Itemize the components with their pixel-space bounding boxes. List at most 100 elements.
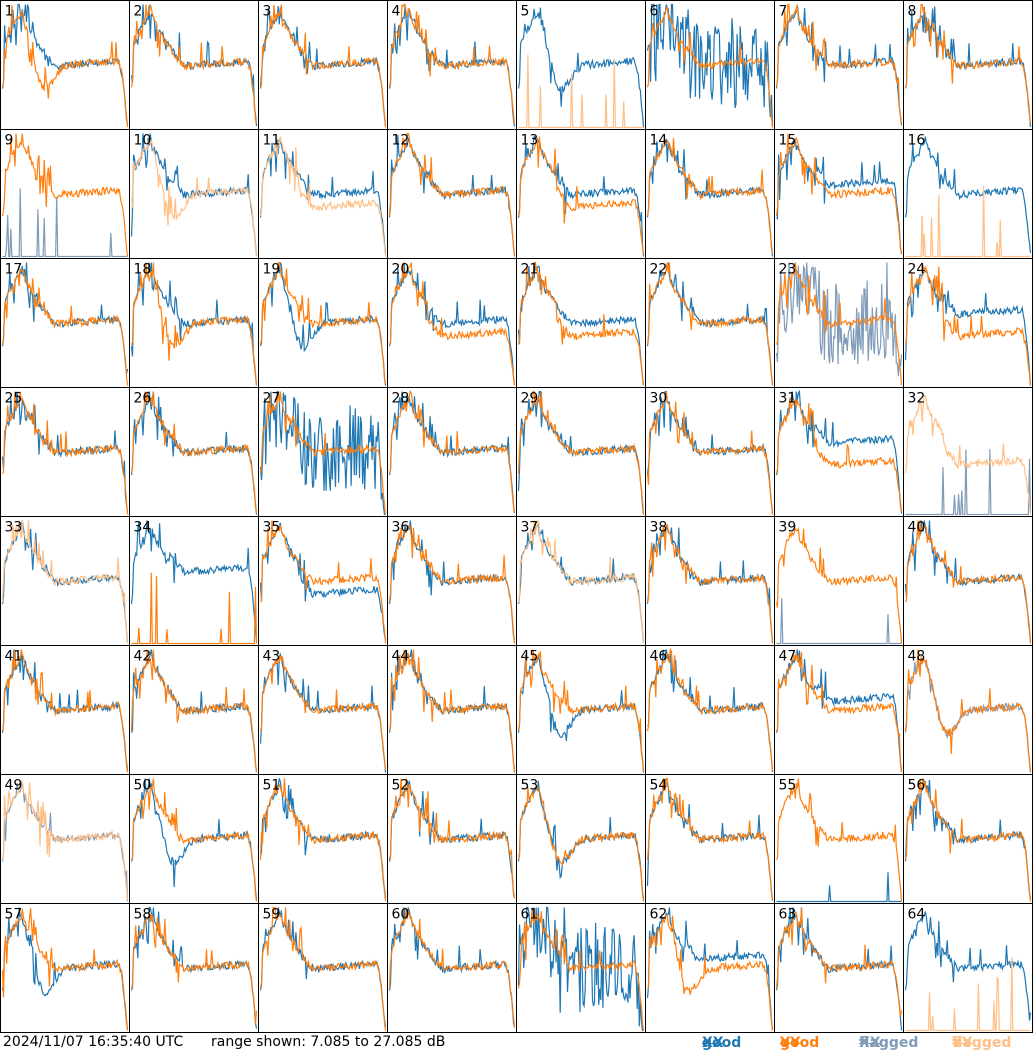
series-xx-panel-34 [130, 520, 258, 641]
series-xx-panel-15 [776, 138, 903, 255]
panel-label: 45 [521, 649, 539, 665]
panel-56: 56 [903, 774, 1033, 904]
series-yy-panel-30 [646, 391, 774, 515]
range-label: range shown: 7.085 to 27.085 dB [211, 1034, 446, 1050]
series-xx-panel-27 [259, 390, 386, 516]
panel-label: 48 [908, 649, 926, 665]
series-yy-panel-33 [1, 520, 129, 644]
panel-label: 28 [392, 391, 410, 407]
series-xx-panel-16 [904, 136, 1032, 254]
panel-52: 52 [387, 774, 517, 904]
footer-bar: 2024/11/07 16:35:40 UTC range shown: 7.0… [3, 1034, 1017, 1051]
series-xx-panel-47 [775, 649, 903, 771]
panel-26: 26 [129, 387, 259, 517]
series-yy-panel-26 [130, 391, 258, 514]
panel-label: 61 [521, 907, 539, 923]
series-xx-panel-20 [388, 262, 516, 384]
panel-label: 24 [908, 262, 926, 278]
panel-label: 33 [5, 520, 23, 536]
series-yy-panel-23 [775, 262, 903, 386]
panel-frame [0, 129, 130, 259]
panel-label: 64 [908, 907, 926, 923]
series-yy-panel-10 [130, 139, 258, 257]
panel-label: 40 [908, 520, 926, 536]
panel-label: 47 [779, 649, 797, 665]
panel-frame [258, 129, 388, 259]
panel-frame [903, 516, 1033, 646]
panel-label: 58 [134, 907, 152, 923]
series-yy-panel-40 [904, 520, 1032, 644]
series-yy-panel-54 [646, 777, 774, 901]
panel-32: 32 [903, 387, 1033, 517]
panel-label: 21 [521, 262, 539, 278]
panel-label: 34 [134, 520, 152, 536]
series-xx-panel-10 [130, 133, 258, 257]
panel-24: 24 [903, 258, 1033, 388]
panel-label: 18 [134, 262, 152, 278]
panel-label: 13 [521, 133, 539, 149]
panel-label: 36 [392, 520, 410, 536]
series-yy-panel-61 [517, 909, 645, 1031]
panel-label: 12 [392, 133, 410, 149]
panel-7: 7 [774, 0, 904, 130]
series-xx-panel-28 [388, 391, 516, 514]
panel-label: 38 [650, 520, 668, 536]
series-yy-panel-27 [259, 391, 387, 515]
panel-label: 19 [263, 262, 281, 278]
panel-label: 6 [650, 4, 659, 20]
panel-label: 22 [650, 262, 668, 278]
series-yy-panel-3 [259, 4, 387, 128]
panel-49: 49 [0, 774, 130, 904]
panel-label: 32 [908, 391, 926, 407]
panel-frame [903, 387, 1033, 517]
series-xx-panel-50 [130, 778, 258, 900]
panel-frame [774, 774, 904, 904]
panel-label: 39 [779, 520, 797, 536]
panel-label: 29 [521, 391, 539, 407]
series-xx-panel-5 [517, 7, 645, 128]
panel-5: 5 [516, 0, 646, 130]
series-xx-panel-61 [517, 906, 644, 1032]
panel-33: 33 [0, 516, 130, 646]
series-xx-panel-58 [130, 906, 258, 1029]
panel-37: 37 [516, 516, 646, 646]
panel-label: 43 [263, 649, 281, 665]
panel-34: 34 [129, 516, 259, 646]
panel-47: 47 [774, 645, 904, 775]
panel-label: 49 [5, 778, 23, 794]
panel-1: 1 [0, 0, 130, 130]
series-xx-panel-6 [646, 3, 774, 128]
series-yy-panel-37 [517, 520, 645, 644]
panel-label: 46 [650, 649, 668, 665]
panel-38: 38 [645, 516, 775, 646]
panel-20: 20 [387, 258, 517, 388]
series-yy-panel-18 [130, 262, 258, 386]
series-xx-panel-3 [259, 6, 387, 127]
series-yy-panel-31 [775, 397, 903, 513]
series-yy-panel-4 [388, 3, 516, 125]
series-xx-panel-55 [776, 872, 902, 903]
series-yy-panel-19 [259, 261, 387, 385]
series-yy-panel-60 [388, 907, 516, 1028]
panel-label: 54 [650, 778, 668, 794]
series-yy-panel-63 [775, 908, 903, 1017]
panel-frame [129, 516, 259, 646]
panel-48: 48 [903, 645, 1033, 775]
panel-16: 16 [903, 129, 1033, 259]
panel-label: 4 [392, 4, 401, 20]
series-yy-panel-2 [130, 4, 258, 125]
panel-frame [903, 258, 1033, 388]
panel-label: 27 [263, 391, 281, 407]
series-yy-panel-6 [646, 5, 774, 128]
panel-15: 15 [774, 129, 904, 259]
series-xx-panel-19 [259, 262, 387, 386]
panel-label: 55 [779, 778, 797, 794]
panel-label: 60 [392, 907, 410, 923]
panel-54: 54 [645, 774, 775, 904]
panel-43: 43 [258, 645, 388, 775]
panel-label: 1 [5, 4, 14, 20]
series-xx-panel-11 [259, 139, 387, 254]
series-yy-panel-53 [517, 784, 645, 902]
series-yy-panel-62 [647, 913, 774, 1031]
panel-label: 31 [779, 391, 797, 407]
